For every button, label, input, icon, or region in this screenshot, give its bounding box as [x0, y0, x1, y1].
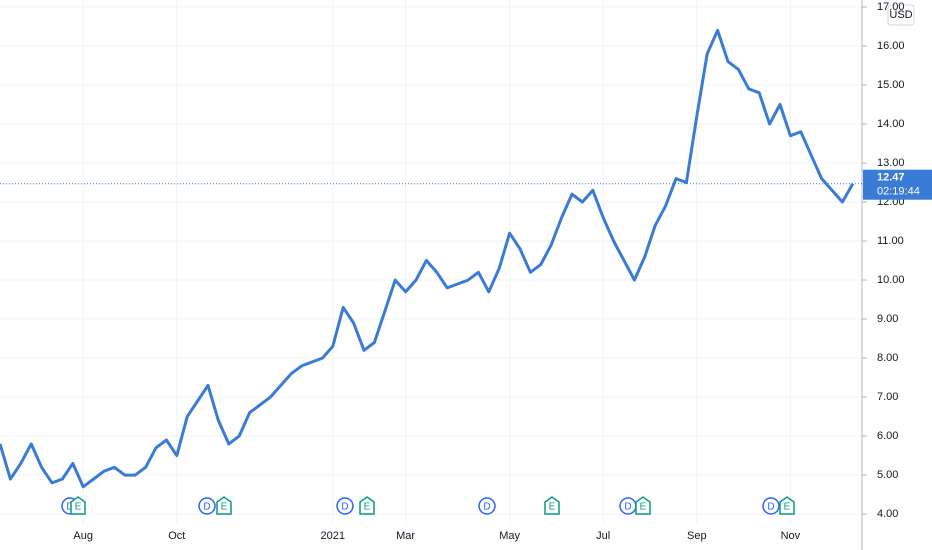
event-label: D [66, 502, 73, 513]
earnings-marker [635, 496, 651, 515]
price-line [0, 28, 855, 489]
dividend-marker [762, 497, 780, 515]
dividend-marker [478, 497, 496, 515]
y-tick-label: 5.00 [877, 469, 898, 481]
grid [0, 0, 862, 525]
y-tick-label: 17.00 [877, 1, 905, 13]
y-tick-label: 16.00 [877, 40, 905, 52]
event-label: E [549, 502, 556, 513]
x-tick-label: Sep [687, 530, 707, 542]
price-label-box [863, 169, 932, 200]
y-tick-label: 9.00 [877, 313, 898, 325]
price-label: 12.47 [877, 172, 905, 184]
x-tick-label: Aug [73, 530, 93, 542]
event-label: D [624, 502, 631, 513]
event-label: D [341, 502, 348, 513]
event-label: E [640, 502, 647, 513]
earnings-marker [70, 496, 86, 515]
event-label: D [767, 502, 774, 513]
x-tick-label: 2021 [321, 530, 345, 542]
event-label: D [203, 502, 210, 513]
y-tick-label: 4.00 [877, 508, 898, 520]
event-label: E [784, 502, 791, 513]
y-tick-label: 14.00 [877, 118, 905, 130]
event-label: D [483, 502, 490, 513]
y-tick-label: 8.00 [877, 352, 898, 364]
event-label: E [75, 502, 82, 513]
dividend-marker [336, 497, 354, 515]
x-tick-label: May [499, 530, 520, 542]
currency-box [887, 4, 915, 26]
x-tick-label: Jul [596, 530, 610, 542]
y-tick-label: 7.00 [877, 391, 898, 403]
earnings-marker [544, 496, 560, 515]
x-tick-label: Mar [396, 530, 415, 542]
y-tick-label: 13.00 [877, 157, 905, 169]
y-tick-label: 6.00 [877, 430, 898, 442]
earnings-marker [216, 496, 232, 515]
y-tick-label: 15.00 [877, 79, 905, 91]
earnings-marker [359, 496, 375, 515]
event-label: E [221, 502, 228, 513]
y-tick-label: 10.00 [877, 274, 905, 286]
y-tick-label: 11.00 [877, 235, 904, 247]
dividend-marker [198, 497, 216, 515]
x-tick-label: Nov [781, 530, 801, 542]
earnings-marker [779, 496, 795, 515]
event-label: E [364, 502, 371, 513]
x-tick-label: Oct [168, 530, 185, 542]
currency: USD [889, 9, 912, 21]
countdown: 02:19:44 [877, 186, 920, 198]
